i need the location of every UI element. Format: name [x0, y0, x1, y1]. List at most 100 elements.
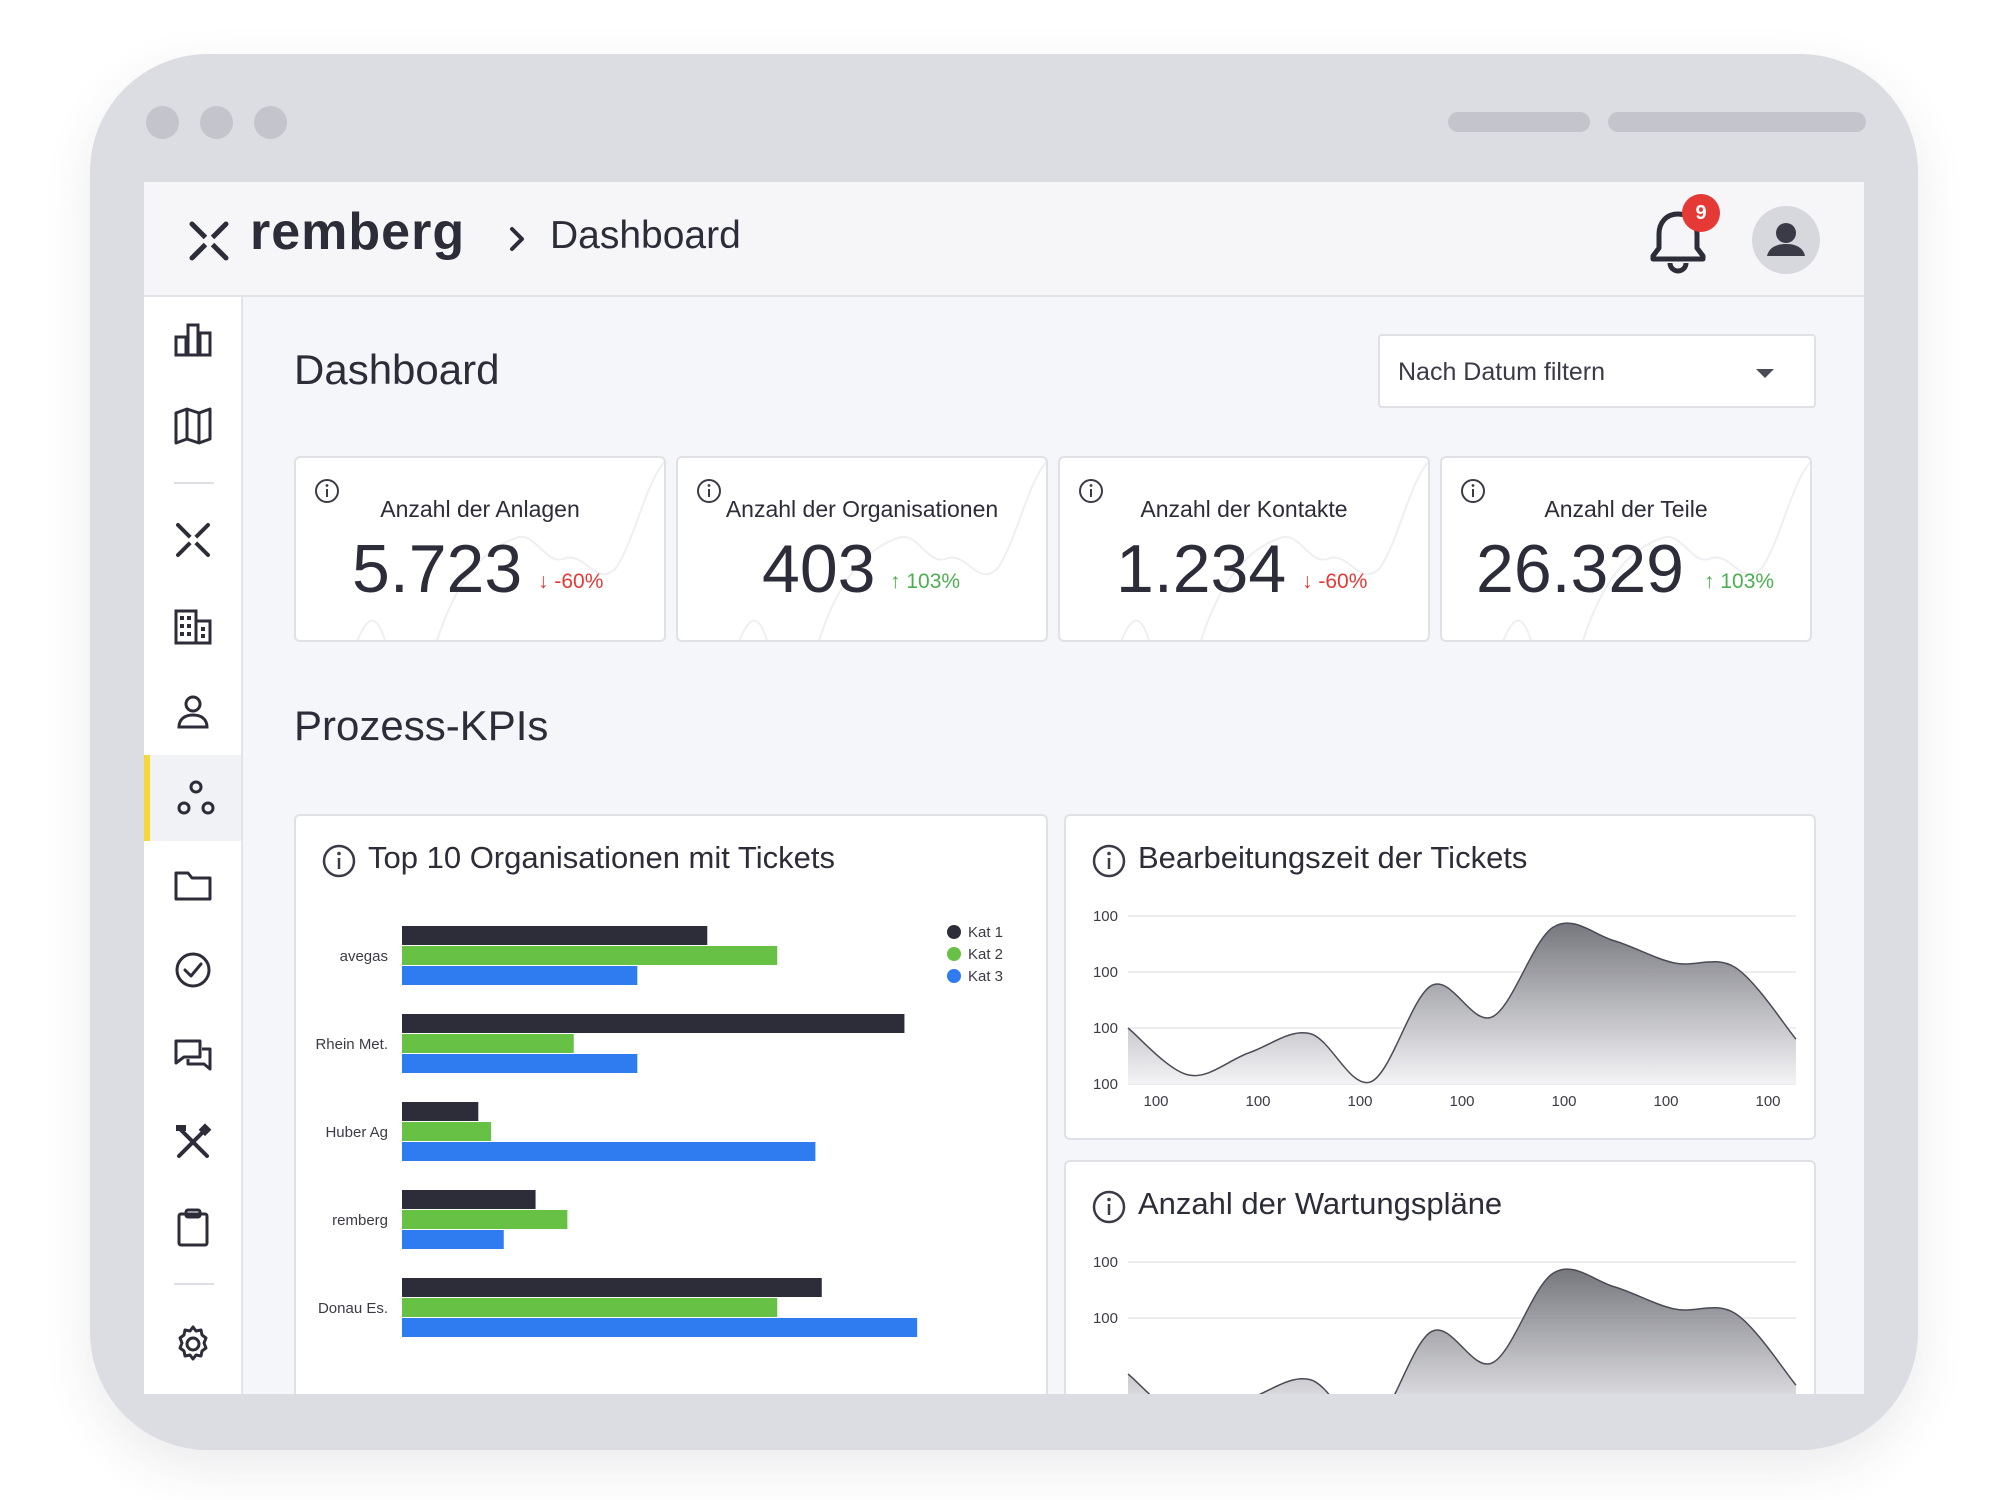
- chevron-right-icon: [510, 227, 524, 251]
- bar: [402, 966, 638, 985]
- card-title: Top 10 Organisationen mit Tickets: [368, 840, 835, 875]
- kpi-value: 26.329: [1476, 531, 1684, 607]
- category-label: Huber Ag: [325, 1124, 388, 1141]
- sidebar-item-analytics[interactable]: [144, 297, 241, 383]
- sidebar-item-service[interactable]: [144, 1099, 241, 1185]
- app-screen: remberg Dashboard 9: [144, 182, 1864, 1394]
- section-title: Prozess-KPIs: [294, 702, 549, 749]
- area-line: [1127, 1268, 1797, 1394]
- area-fill: [1128, 1269, 1796, 1394]
- bar: [402, 1034, 574, 1053]
- x-tick-label: 100: [1653, 1093, 1678, 1110]
- kpi-change: ↑ 103%: [890, 570, 961, 593]
- check-circle-icon: [175, 952, 210, 988]
- y-tick-label: 100: [1093, 1020, 1118, 1037]
- sidebar-item-organizations[interactable]: [144, 583, 241, 669]
- caret-down-icon: [1756, 369, 1774, 378]
- kpi-label: Anzahl der Organisationen: [725, 496, 999, 522]
- maintenance-card: Anzahl der Wartungspläne 100 100: [1064, 1160, 1816, 1394]
- kpi-card[interactable]: Anzahl der Organisationen 403 ↑ 103%: [676, 456, 1048, 642]
- sidebar-item-map[interactable]: [144, 383, 241, 469]
- sidebar-divider: [174, 1283, 214, 1285]
- nodes-icon: [177, 780, 214, 815]
- area-chart[interactable]: 100 100: [1066, 1162, 1816, 1394]
- date-filter-select[interactable]: Nach Datum filtern: [1378, 334, 1816, 408]
- info-icon[interactable]: [314, 478, 340, 504]
- bar: [402, 1318, 918, 1337]
- ticket-time-card: Bearbeitungszeit der Tickets 100 100 100 10…: [1064, 814, 1816, 1140]
- sidebar-item-checklists[interactable]: [144, 1185, 241, 1271]
- legend-marker: [947, 925, 961, 939]
- window-dot-minimize: [200, 106, 233, 139]
- kpi-label: Anzahl der Kontakte: [1140, 496, 1348, 522]
- gear-icon: [178, 1325, 207, 1361]
- y-tick-label: 100: [1093, 1076, 1118, 1093]
- folder-icon: [174, 871, 211, 901]
- sidebar-item-tasks[interactable]: [144, 927, 241, 1013]
- bar: [402, 1054, 638, 1073]
- sidebar-item-tickets[interactable]: [144, 1013, 241, 1099]
- bar: [402, 1142, 816, 1161]
- bar: [402, 1122, 492, 1141]
- address-placeholder: [1448, 112, 1590, 132]
- sidebar-item-settings[interactable]: [144, 1301, 241, 1387]
- bar: [402, 1102, 479, 1121]
- sidebar-item-contacts[interactable]: [144, 669, 241, 755]
- notification-badge: 9: [1682, 194, 1720, 232]
- info-icon[interactable]: [696, 478, 722, 504]
- info-icon[interactable]: [322, 844, 356, 878]
- sidebar-item-process-kpis[interactable]: [144, 755, 241, 841]
- legend-marker: [947, 947, 961, 961]
- sparkline-background: [356, 460, 664, 640]
- sparkline-background: [1502, 460, 1810, 640]
- info-icon[interactable]: [1078, 478, 1104, 504]
- kpi-card[interactable]: Anzahl der Kontakte 1.234 ↓ -60%: [1058, 456, 1430, 642]
- avatar[interactable]: [1752, 206, 1820, 274]
- area-line: [1127, 922, 1797, 1084]
- chat-icon: [174, 1039, 211, 1071]
- sidebar: [144, 297, 243, 1394]
- brand-name[interactable]: remberg: [250, 203, 466, 261]
- area-chart[interactable]: 100 100 100 100 100 100 100 100 100 100 100: [1066, 816, 1816, 1140]
- kpi-label: Anzahl der Teile: [1544, 496, 1708, 522]
- building-icon: [174, 609, 211, 645]
- kpi-card[interactable]: Anzahl der Teile 26.329 ↑ 103%: [1440, 456, 1812, 642]
- person-icon: [176, 695, 209, 729]
- kpi-change: ↓ -60%: [538, 570, 604, 593]
- date-filter-placeholder: Nach Datum filtern: [1398, 358, 1606, 386]
- bar-chart-icon: [174, 323, 211, 357]
- window-dot-close: [146, 106, 179, 139]
- category-label: remberg: [332, 1212, 388, 1229]
- kpi-value: 1.234: [1116, 531, 1287, 607]
- topbar: remberg Dashboard 9: [144, 182, 1864, 297]
- bar: [402, 946, 778, 965]
- kpi-value: 403: [762, 531, 876, 607]
- info-icon[interactable]: [1460, 478, 1486, 504]
- info-icon[interactable]: [1092, 844, 1126, 878]
- sidebar-item-remberg[interactable]: [144, 497, 241, 583]
- map-icon: [174, 407, 211, 445]
- kpi-label: Anzahl der Anlagen: [380, 496, 580, 522]
- legend-label: Kat 3: [968, 968, 1003, 985]
- bar: [402, 1190, 536, 1209]
- x-tick-label: 100: [1245, 1093, 1270, 1110]
- bar: [402, 1298, 778, 1317]
- legend-marker: [947, 969, 961, 983]
- tools-icon: [175, 1123, 211, 1158]
- bar-chart[interactable]: avegas Rhein Met. Huber Ag remberg Donau Es.…: [296, 816, 1048, 1394]
- x-tick-label: 100: [1449, 1093, 1474, 1110]
- kpi-card[interactable]: Anzahl der Anlagen 5.723 ↓ -60%: [294, 456, 666, 642]
- bar: [402, 1230, 504, 1249]
- window-dot-maximize: [254, 106, 287, 139]
- page-title: Dashboard: [294, 346, 500, 393]
- tickets-by-org-card: Top 10 Organisationen mit Tickets avegas…: [294, 814, 1048, 1394]
- category-label: avegas: [340, 948, 388, 965]
- info-icon[interactable]: [1092, 1190, 1126, 1224]
- x-tick-label: 100: [1551, 1093, 1576, 1110]
- bar: [402, 926, 708, 945]
- sidebar-divider: [174, 482, 214, 484]
- card-title: Bearbeitungszeit der Tickets: [1138, 840, 1528, 875]
- sidebar-item-files[interactable]: [144, 841, 241, 927]
- remberg-logo-icon[interactable]: [184, 216, 234, 266]
- y-tick-label: 100: [1093, 1310, 1118, 1327]
